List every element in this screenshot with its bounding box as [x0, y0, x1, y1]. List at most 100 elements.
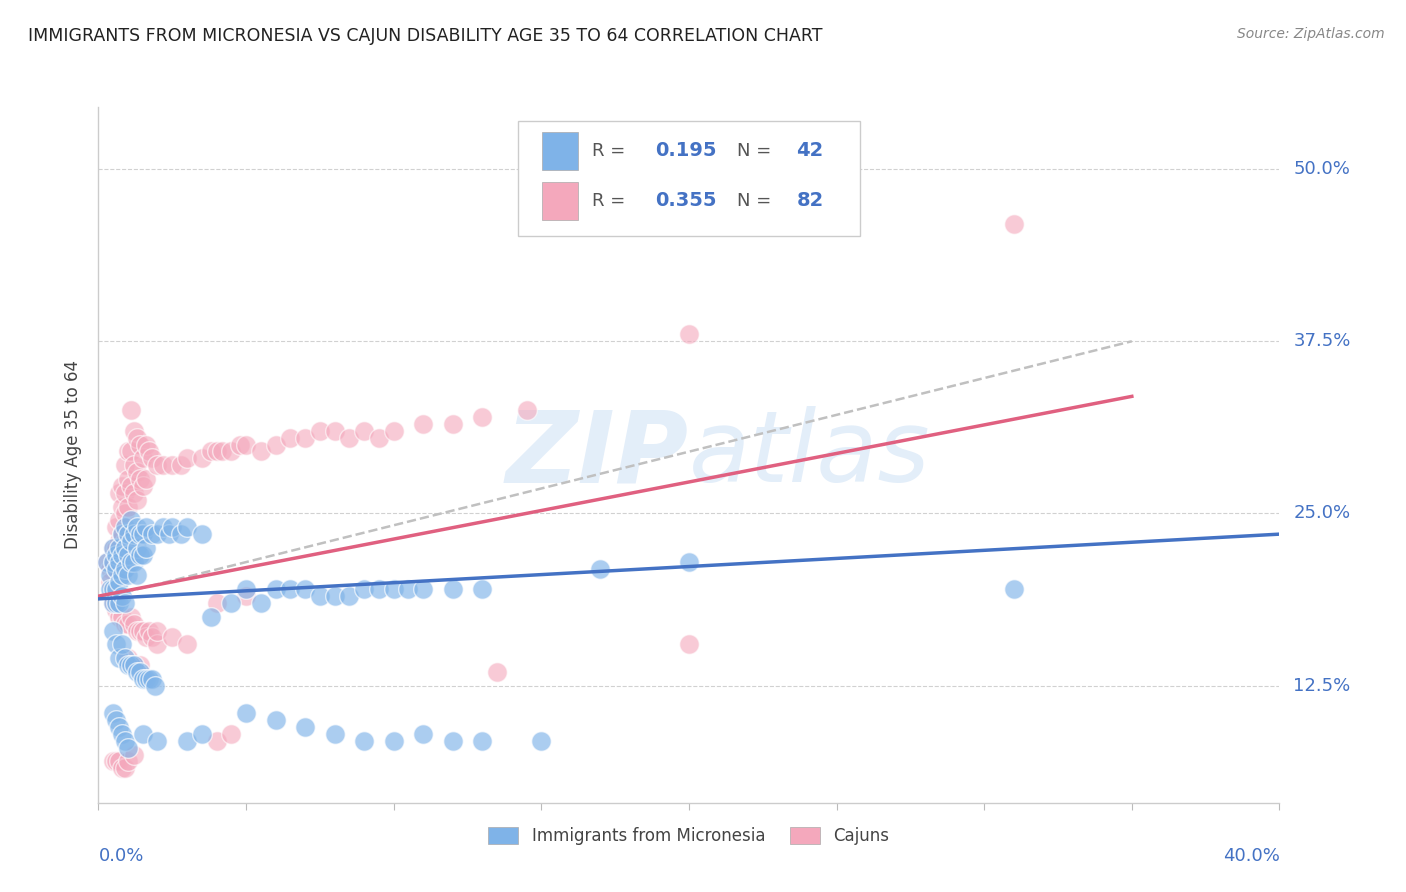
Point: [135, 672, 157, 686]
Point: [105, 603, 128, 617]
Point: [471, 582, 494, 597]
Point: [471, 410, 494, 425]
Text: IMMIGRANTS FROM MICRONESIA VS CAJUN DISABILITY AGE 35 TO 64 CORRELATION CHART: IMMIGRANTS FROM MICRONESIA VS CAJUN DISA…: [28, 27, 823, 45]
Point: [441, 582, 464, 597]
Point: [589, 561, 612, 575]
Point: [235, 589, 257, 603]
Point: [200, 609, 222, 624]
Point: [108, 651, 131, 665]
Point: [108, 555, 131, 569]
Point: [108, 755, 131, 769]
Point: [103, 555, 125, 569]
Point: [1002, 217, 1025, 231]
Point: [103, 624, 125, 638]
Point: [382, 733, 405, 747]
Point: [111, 479, 134, 493]
Point: [339, 431, 361, 445]
Text: R =: R =: [592, 142, 631, 160]
Point: [125, 624, 148, 638]
Point: [96, 555, 118, 569]
Point: [128, 665, 150, 679]
Point: [122, 747, 145, 762]
Point: [114, 507, 136, 521]
Point: [205, 596, 228, 610]
Point: [205, 444, 228, 458]
Point: [111, 761, 134, 775]
Point: [103, 755, 125, 769]
Point: [132, 624, 155, 638]
Point: [125, 541, 148, 555]
Point: [117, 740, 139, 755]
Point: [114, 458, 136, 473]
Point: [678, 637, 700, 651]
Point: [211, 444, 233, 458]
Point: [294, 431, 316, 445]
Point: [235, 582, 257, 597]
Point: [412, 417, 434, 431]
FancyBboxPatch shape: [543, 182, 578, 220]
Point: [200, 444, 222, 458]
Point: [120, 479, 142, 493]
Point: [530, 733, 553, 747]
Point: [108, 596, 131, 610]
Point: [111, 568, 134, 582]
Point: [117, 658, 139, 673]
Point: [353, 424, 375, 438]
Point: [221, 596, 243, 610]
Point: [323, 424, 346, 438]
Point: [176, 733, 198, 747]
Text: 37.5%: 37.5%: [1294, 332, 1351, 351]
Point: [125, 431, 148, 445]
Point: [323, 589, 346, 603]
Point: [117, 568, 139, 582]
Point: [176, 520, 198, 534]
Point: [111, 527, 134, 541]
Point: [382, 582, 405, 597]
Point: [103, 541, 125, 555]
Point: [122, 458, 145, 473]
Point: [135, 437, 157, 451]
Point: [135, 631, 157, 645]
Point: [678, 555, 700, 569]
Point: [114, 485, 136, 500]
Point: [339, 589, 361, 603]
Point: [382, 424, 405, 438]
Point: [105, 541, 128, 555]
Point: [117, 472, 139, 486]
Point: [235, 437, 257, 451]
Point: [170, 527, 193, 541]
Point: [120, 444, 142, 458]
Point: [146, 733, 169, 747]
Point: [105, 561, 128, 575]
Point: [146, 458, 169, 473]
Text: 40.0%: 40.0%: [1223, 847, 1279, 865]
Point: [111, 727, 134, 741]
Point: [105, 755, 128, 769]
Point: [125, 520, 148, 534]
Text: 50.0%: 50.0%: [1294, 160, 1350, 178]
Point: [398, 582, 420, 597]
Point: [141, 672, 163, 686]
Point: [176, 637, 198, 651]
Point: [105, 582, 128, 597]
Point: [114, 534, 136, 549]
Point: [111, 548, 134, 562]
Legend: Immigrants from Micronesia, Cajuns: Immigrants from Micronesia, Cajuns: [479, 819, 898, 854]
Point: [471, 733, 494, 747]
Point: [120, 555, 142, 569]
Text: atlas: atlas: [689, 407, 931, 503]
FancyBboxPatch shape: [543, 132, 578, 170]
Point: [412, 582, 434, 597]
Point: [103, 706, 125, 721]
Point: [114, 616, 136, 631]
Point: [516, 403, 538, 417]
Point: [108, 534, 131, 549]
Point: [678, 327, 700, 342]
Point: [162, 520, 183, 534]
Text: 0.0%: 0.0%: [98, 847, 143, 865]
Point: [170, 458, 193, 473]
Text: 0.195: 0.195: [655, 141, 716, 161]
Point: [105, 520, 128, 534]
Point: [441, 417, 464, 431]
Point: [111, 589, 134, 603]
